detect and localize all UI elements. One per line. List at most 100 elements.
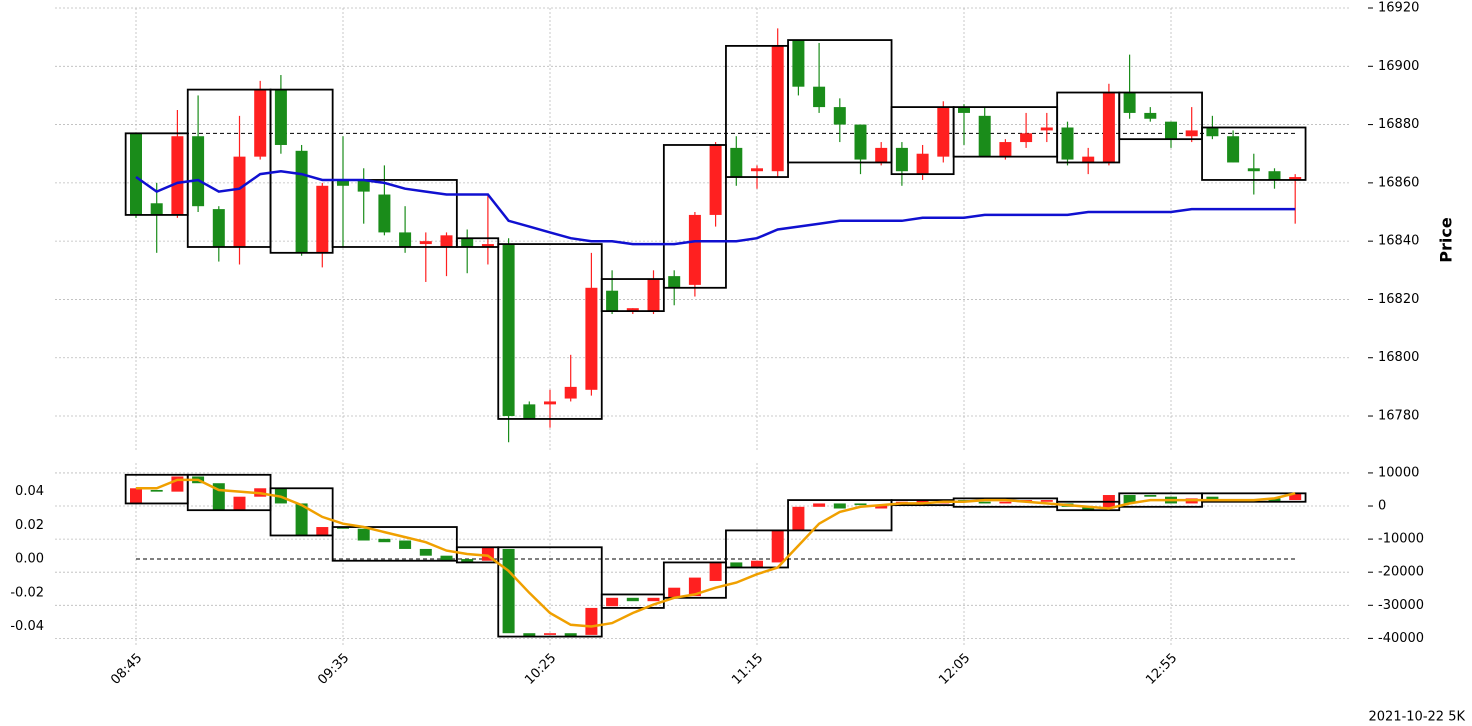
candle-body <box>875 147 888 163</box>
candle-body <box>1206 496 1219 501</box>
range-box <box>1118 91 1203 141</box>
candle-body <box>337 179 349 186</box>
candle-body <box>233 496 246 511</box>
x-tick-label: 09:35 <box>315 651 352 688</box>
candle-body <box>709 562 722 581</box>
candle-body <box>1123 495 1136 504</box>
candle-body <box>1289 177 1302 180</box>
candle-body <box>357 179 370 192</box>
candle-body <box>564 633 577 637</box>
candle-body <box>833 503 846 509</box>
range-box <box>331 179 458 248</box>
candle-body <box>1206 127 1219 137</box>
candle-body <box>1123 92 1136 113</box>
candle-body <box>564 386 577 399</box>
candle-body <box>1082 506 1095 511</box>
candle-body <box>523 633 536 637</box>
candle-body <box>419 548 432 556</box>
candle-body <box>295 150 308 253</box>
candle-body <box>461 559 474 563</box>
range-box <box>662 561 727 599</box>
x-tick-label: 08:45 <box>108 651 145 688</box>
y-tick-label: 16920 <box>1378 1 1419 16</box>
y-tick-label: 16840 <box>1378 234 1419 249</box>
line <box>136 478 1296 628</box>
range-box <box>269 88 334 254</box>
candle-body <box>544 401 556 405</box>
candle-body <box>544 633 556 635</box>
y-tick-label: 16820 <box>1378 292 1419 307</box>
candle-body <box>771 45 784 172</box>
x-tick-label: 10:25 <box>522 651 559 688</box>
range-box <box>600 278 665 313</box>
candle-body <box>1165 121 1177 140</box>
candle-body <box>150 203 163 215</box>
candle-body <box>792 40 805 87</box>
range-box <box>331 526 458 562</box>
footer: 2021-10-22 5K <box>1369 710 1466 725</box>
y-tick-label: 16800 <box>1378 350 1419 365</box>
candle-body <box>585 607 598 635</box>
candle-body <box>316 185 329 253</box>
candle-body <box>1040 127 1053 131</box>
candle-body <box>668 276 681 288</box>
candle-body <box>709 144 722 215</box>
y-tick-label: -0.02 <box>10 585 44 600</box>
line <box>135 169 1296 246</box>
candle-body <box>647 279 660 312</box>
candle-body <box>606 290 619 312</box>
candle-body <box>751 560 763 568</box>
candle-body <box>999 501 1012 504</box>
candle-body <box>274 89 287 145</box>
candle-body <box>1061 127 1074 160</box>
candle-body <box>399 540 412 549</box>
candle-body <box>254 89 267 157</box>
y-tick-label: 16900 <box>1378 59 1419 74</box>
candle-body <box>626 308 639 312</box>
candle-body <box>440 235 453 247</box>
candle-body <box>978 115 991 157</box>
candle-body <box>730 562 743 568</box>
y-axis-title: Price <box>1437 217 1456 263</box>
candle-body <box>461 238 474 247</box>
candle-body <box>378 538 391 543</box>
y-tick-label: 0.02 <box>15 518 44 533</box>
x-tick-label: 12:55 <box>1143 651 1180 688</box>
candle-body <box>1082 156 1095 163</box>
candle-body <box>1268 498 1281 502</box>
range-box <box>1201 492 1307 503</box>
candle-body <box>833 107 846 125</box>
candle-body <box>1268 171 1281 180</box>
y-tick-label: 16780 <box>1378 409 1419 424</box>
candle-body <box>440 555 453 561</box>
candle-body <box>1185 130 1198 137</box>
y2-tick-label: -20000 <box>1378 565 1424 580</box>
candle-body <box>626 597 639 602</box>
candle-body <box>751 168 763 172</box>
candle-body <box>171 136 184 215</box>
candle-body <box>502 244 515 417</box>
candle-body <box>1020 133 1033 143</box>
range-box <box>455 237 500 248</box>
y2-tick-label: 10000 <box>1378 465 1419 480</box>
candle-body <box>378 194 391 233</box>
candle-body <box>606 597 619 607</box>
x-tick-label: 11:15 <box>729 651 766 688</box>
range-box <box>725 529 789 569</box>
y2-tick-label: -10000 <box>1378 532 1424 547</box>
candle-body <box>295 503 308 536</box>
y-tick-label: 0.04 <box>15 484 44 499</box>
candle-body <box>1144 112 1157 119</box>
candle-body <box>233 156 246 247</box>
candle-body <box>730 147 743 178</box>
y2-tick-label: -40000 <box>1378 631 1424 646</box>
candle-body <box>523 404 536 419</box>
candle-body <box>771 530 784 563</box>
range-box <box>497 243 603 420</box>
candle-body <box>481 244 494 247</box>
candle-body <box>150 489 163 492</box>
candle-body <box>130 133 142 215</box>
candle-body <box>1102 92 1115 163</box>
candle-body <box>212 209 225 247</box>
